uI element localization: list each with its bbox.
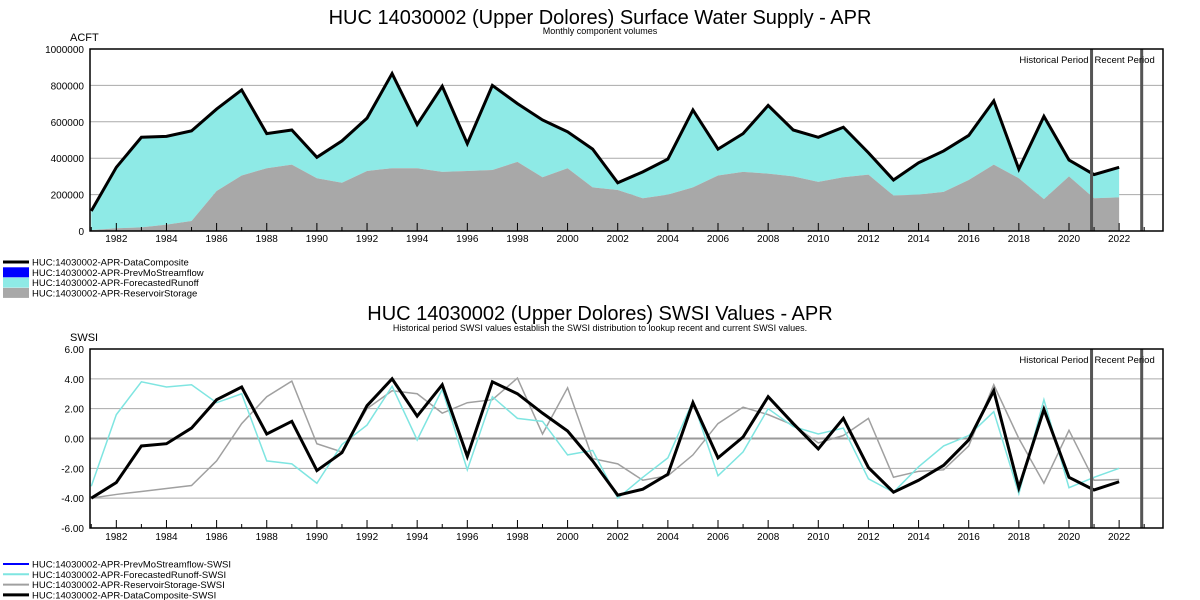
x-tick-label: 2002 <box>607 532 630 543</box>
line-datacomposite-swsi <box>90 376 1120 500</box>
legend-label: HUC:14030002-APR-ForecastedRunoff-SWSI <box>32 570 226 581</box>
chart-title: HUC 14030002 (Upper Dolores) SWSI Values… <box>367 303 832 325</box>
x-tick-label: 2006 <box>707 234 730 245</box>
period-label-recent: Recent Period <box>1095 55 1155 66</box>
y-tick-label: -6.00 <box>61 524 84 535</box>
chart-title: HUC 14030002 (Upper Dolores) Surface Wat… <box>329 7 872 29</box>
legend-item: HUC:14030002-APR-ForecastedRunoff-SWSI <box>3 570 226 581</box>
line-forecastedrunoff-swsi <box>90 380 1120 500</box>
chart-panel-1: HUC 14030002 (Upper Dolores) Surface Wat… <box>3 7 1164 299</box>
x-tick-label: 2000 <box>556 532 579 543</box>
x-tick-label: 2020 <box>1058 234 1081 245</box>
chart-subtitle: Historical period SWSI values establish … <box>393 323 807 333</box>
x-tick-label: 1992 <box>356 234 379 245</box>
x-tick-label: 2006 <box>707 532 730 543</box>
y-tick-label: 1000000 <box>45 45 84 56</box>
chart-panel-2: HUC 14030002 (Upper Dolores) SWSI Values… <box>3 303 1164 600</box>
x-tick-label: 1996 <box>456 532 479 543</box>
plot-frame <box>89 348 1164 529</box>
period-label-historical: Historical Period <box>1019 55 1088 66</box>
x-tick-label: 2016 <box>958 234 981 245</box>
x-tick-label: 2008 <box>757 234 780 245</box>
plot-frame <box>89 48 1164 232</box>
y-tick-label: 2.00 <box>65 405 85 416</box>
period-label-recent: Recent Period <box>1095 355 1155 366</box>
legend-label: HUC:14030002-APR-ReservoirStorage <box>32 288 197 299</box>
x-tick-label: 1994 <box>406 234 429 245</box>
x-tick-label: 1994 <box>406 532 429 543</box>
x-tick-label: 2010 <box>807 234 830 245</box>
y-tick-label: 200000 <box>51 191 85 202</box>
y-tick-label: -2.00 <box>61 464 84 475</box>
x-tick-label: 2018 <box>1008 234 1031 245</box>
x-tick-label: 1996 <box>456 234 479 245</box>
legend-item: HUC:14030002-APR-ReservoirStorage-SWSI <box>3 580 225 591</box>
y-tick-label: 400000 <box>51 154 85 165</box>
x-tick-label: 1982 <box>105 234 128 245</box>
x-tick-label: 2000 <box>556 234 579 245</box>
legend-label: HUC:14030002-APR-PrevMoStreamflow <box>32 268 204 279</box>
y-axis-label: SWSI <box>70 332 98 344</box>
legend-swatch <box>3 277 29 288</box>
legend-label: HUC:14030002-APR-ForecastedRunoff <box>32 278 199 289</box>
line-data-composite <box>89 70 1120 212</box>
legend-item: HUC:14030002-APR-ForecastedRunoff <box>3 277 199 289</box>
legend-item: HUC:14030002-APR-DataComposite <box>3 258 189 269</box>
x-tick-label: 2016 <box>958 532 981 543</box>
legend-label: HUC:14030002-APR-DataComposite-SWSI <box>32 590 216 600</box>
x-tick-label: 2004 <box>657 532 680 543</box>
chart-subtitle: Monthly component volumes <box>543 26 658 36</box>
legend-item: HUC:14030002-APR-DataComposite-SWSI <box>3 590 216 600</box>
period-label-historical: Historical Period <box>1019 355 1088 366</box>
y-tick-label: 600000 <box>51 118 85 129</box>
legend-swatch <box>3 267 29 278</box>
x-tick-label: 1988 <box>256 532 279 543</box>
legend-item: HUC:14030002-APR-ReservoirStorage <box>3 287 197 299</box>
x-tick-label: 1986 <box>205 532 228 543</box>
x-tick-label: 1984 <box>155 234 178 245</box>
area-reservoir-storage <box>91 161 1120 231</box>
x-tick-label: 2020 <box>1058 532 1081 543</box>
x-tick-label: 1982 <box>105 532 128 543</box>
x-tick-label: 2012 <box>857 234 880 245</box>
y-tick-label: 800000 <box>51 81 85 92</box>
x-tick-label: 2018 <box>1008 532 1031 543</box>
x-tick-label: 2004 <box>657 234 680 245</box>
x-tick-label: 2002 <box>607 234 630 245</box>
y-tick-label: 4.00 <box>65 375 85 386</box>
area-forecasted-runoff <box>91 73 1120 231</box>
legend-item: HUC:14030002-APR-PrevMoStreamflow <box>3 267 204 279</box>
x-tick-label: 1990 <box>306 234 329 245</box>
x-tick-label: 2022 <box>1108 532 1131 543</box>
y-axis-label: ACFT <box>70 32 99 44</box>
y-tick-label: 0 <box>78 227 84 238</box>
x-tick-label: 2012 <box>857 532 880 543</box>
x-tick-label: 1990 <box>306 532 329 543</box>
x-tick-label: 2014 <box>907 234 930 245</box>
x-tick-label: 2014 <box>907 532 930 543</box>
x-tick-label: 2010 <box>807 532 830 543</box>
legend-label: HUC:14030002-APR-PrevMoStreamflow-SWSI <box>32 560 231 571</box>
x-tick-label: 1988 <box>256 234 279 245</box>
x-tick-label: 1984 <box>155 532 178 543</box>
legend-label: HUC:14030002-APR-DataComposite <box>32 258 189 269</box>
x-tick-label: 2022 <box>1108 234 1131 245</box>
y-tick-label: -4.00 <box>61 494 84 505</box>
x-tick-label: 2008 <box>757 532 780 543</box>
legend-swatch <box>3 287 29 298</box>
legend-label: HUC:14030002-APR-ReservoirStorage-SWSI <box>32 580 225 591</box>
x-tick-label: 1986 <box>205 234 228 245</box>
x-tick-label: 1998 <box>506 532 529 543</box>
x-tick-label: 1992 <box>356 532 379 543</box>
legend-item: HUC:14030002-APR-PrevMoStreamflow-SWSI <box>3 560 231 571</box>
line-reservoirstorage-swsi <box>91 376 1120 499</box>
y-tick-label: 6.00 <box>65 345 85 356</box>
y-tick-label: 0.00 <box>65 435 85 446</box>
x-tick-label: 1998 <box>506 234 529 245</box>
